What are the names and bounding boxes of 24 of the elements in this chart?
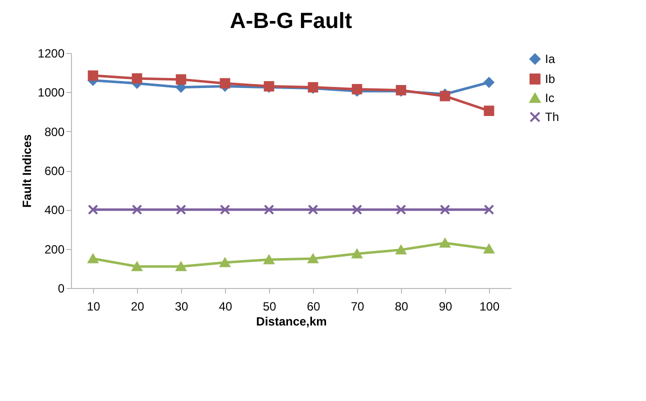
x-tick-label: 10 [86, 300, 100, 314]
x-tick-label: 70 [350, 300, 364, 314]
x-tick-label: 50 [262, 300, 276, 314]
y-tick-label: 1000 [38, 86, 65, 100]
y-axis-title: Fault Indices [20, 134, 34, 208]
x-axis-title: Distance,km [256, 314, 327, 328]
x-tick-label: 30 [174, 300, 188, 314]
y-tick-label: 200 [44, 242, 65, 256]
x-tick-label: 80 [394, 300, 408, 314]
legend-label: Ib [545, 72, 556, 86]
x-tick-label: 60 [306, 300, 320, 314]
x-tick-label: 90 [438, 300, 452, 314]
x-tick-label: 100 [479, 300, 500, 314]
x-tick-label: 40 [218, 300, 232, 314]
x-tick-label: 20 [130, 300, 144, 314]
y-tick-label: 1200 [38, 46, 65, 60]
legend-label: Th [545, 110, 560, 124]
chart-title: A-B-G Fault [230, 8, 353, 33]
legend-label: Ic [545, 91, 554, 105]
y-tick-label: 600 [44, 164, 65, 178]
y-tick-label: 400 [44, 203, 65, 218]
y-tick-label: 0 [58, 282, 65, 296]
y-tick-label: 800 [44, 124, 65, 139]
legend-label: Ia [545, 52, 556, 66]
